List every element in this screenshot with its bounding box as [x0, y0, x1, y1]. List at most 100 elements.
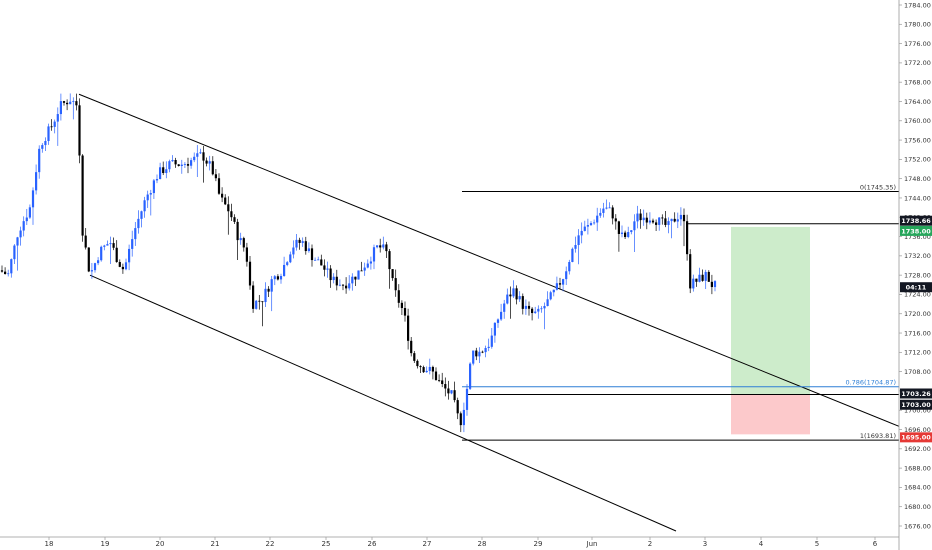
- fib-label-0: 0(1745.35): [860, 183, 896, 191]
- candle-172: [534, 306, 537, 314]
- candle-body-98: [304, 241, 307, 252]
- candle-230: [713, 280, 717, 292]
- candle-28: [87, 247, 90, 273]
- x-tick-label-11: 2: [648, 540, 652, 548]
- candle-body-122: [379, 245, 382, 248]
- candle-193: [599, 208, 602, 218]
- price-tag-current-text: 04:11: [906, 284, 927, 292]
- candle-44: [137, 210, 140, 234]
- candle-body-20: [62, 101, 66, 103]
- candle-body-107: [332, 276, 335, 281]
- profit-zone: [731, 226, 810, 395]
- candle-85: [264, 282, 267, 307]
- candle-body-130: [403, 308, 407, 316]
- candle-22: [69, 93, 72, 105]
- candle-116: [360, 261, 363, 272]
- candle-body-35: [109, 243, 112, 245]
- candle-body-114: [354, 276, 357, 280]
- candle-body-85: [264, 288, 267, 303]
- candle-60: [186, 157, 190, 174]
- candle-169: [524, 299, 527, 315]
- price-tag-1703-00-box: [900, 399, 932, 410]
- candle-0: [0, 265, 4, 273]
- candle-body-53: [165, 169, 168, 174]
- candle-199: [617, 220, 620, 252]
- candle-13: [41, 143, 44, 153]
- candle-body-11: [35, 172, 38, 191]
- candle-55: [171, 155, 174, 162]
- candle-body-106: [329, 268, 332, 281]
- candle-body-10: [31, 190, 35, 208]
- candle-body-207: [642, 217, 645, 221]
- candle-body-139: [431, 366, 434, 372]
- candle-71: [221, 187, 224, 203]
- candle-201: [624, 230, 627, 239]
- candle-81: [252, 281, 255, 313]
- fib-label-786: 0.786(1704.87): [845, 379, 896, 387]
- candle-84: [261, 301, 264, 327]
- candle-body-82: [255, 300, 258, 309]
- candle-body-121: [376, 245, 379, 248]
- candle-152: [472, 350, 475, 366]
- candle-body-159: [493, 322, 496, 336]
- candle-14: [44, 137, 47, 151]
- candle-1: [4, 267, 7, 275]
- candle-body-195: [605, 207, 608, 209]
- channel-upper-line: [78, 93, 900, 427]
- candle-16: [50, 119, 53, 131]
- price-tag-1738-00: 1738.00: [900, 225, 932, 236]
- candle-33: [103, 244, 106, 251]
- candle-10: [31, 187, 35, 225]
- candle-body-160: [496, 319, 500, 323]
- y-tick-label-13: 1728.00: [904, 271, 931, 279]
- candle-body-57: [177, 164, 180, 166]
- x-tick-label-0: 18: [45, 540, 54, 548]
- candle-159: [493, 322, 496, 343]
- candle-166: [515, 285, 518, 305]
- candle-104: [323, 259, 326, 277]
- candle-body-229: [710, 281, 713, 288]
- candle-48: [149, 189, 152, 216]
- candle-body-28: [87, 247, 90, 272]
- candle-191: [593, 219, 596, 225]
- candle-128: [397, 284, 400, 308]
- candle-body-38: [118, 262, 121, 267]
- candle-body-162: [503, 303, 506, 312]
- candle-119: [369, 256, 372, 270]
- candle-body-112: [348, 283, 351, 289]
- candle-215: [667, 217, 670, 234]
- candle-177: [549, 290, 552, 301]
- candle-body-52: [162, 167, 165, 174]
- candle-149: [462, 402, 465, 433]
- candle-body-39: [121, 266, 124, 270]
- candle-153: [475, 347, 478, 361]
- candle-30: [93, 262, 97, 273]
- candle-49: [152, 179, 155, 199]
- candle-body-216: [670, 218, 673, 222]
- candle-171: [531, 307, 534, 321]
- candle-body-147: [456, 400, 459, 414]
- candle-body-23: [72, 101, 75, 102]
- candle-133: [413, 350, 416, 363]
- candle-body-8: [25, 217, 28, 222]
- candle-92: [286, 260, 289, 267]
- candle-body-145: [450, 390, 453, 394]
- candle-body-24: [75, 101, 78, 106]
- candle-66: [205, 157, 208, 167]
- x-axis[interactable]: 18 19 20 21 22 25 26 27 28 29 Jun 2 3 4 5 6: [45, 537, 878, 548]
- candle-body-154: [478, 351, 481, 357]
- y-axis[interactable]: 1676.00 1680.00 1684.00 1688.00 1692.00 1696.…: [899, 1, 931, 530]
- candle-body-187: [580, 230, 583, 236]
- candlesticks: [0, 93, 717, 433]
- candle-223: [692, 274, 695, 292]
- candle-body-168: [521, 296, 524, 309]
- candle-body-198: [614, 218, 617, 222]
- candle-body-165: [512, 288, 515, 297]
- candle-99: [307, 242, 310, 253]
- fibonacci-levels: 0(1745.35) 0.786(1704.87) 1(1693.81): [462, 183, 899, 441]
- candle-47: [146, 190, 149, 208]
- candle-body-217: [673, 218, 676, 222]
- candle-body-47: [146, 194, 149, 201]
